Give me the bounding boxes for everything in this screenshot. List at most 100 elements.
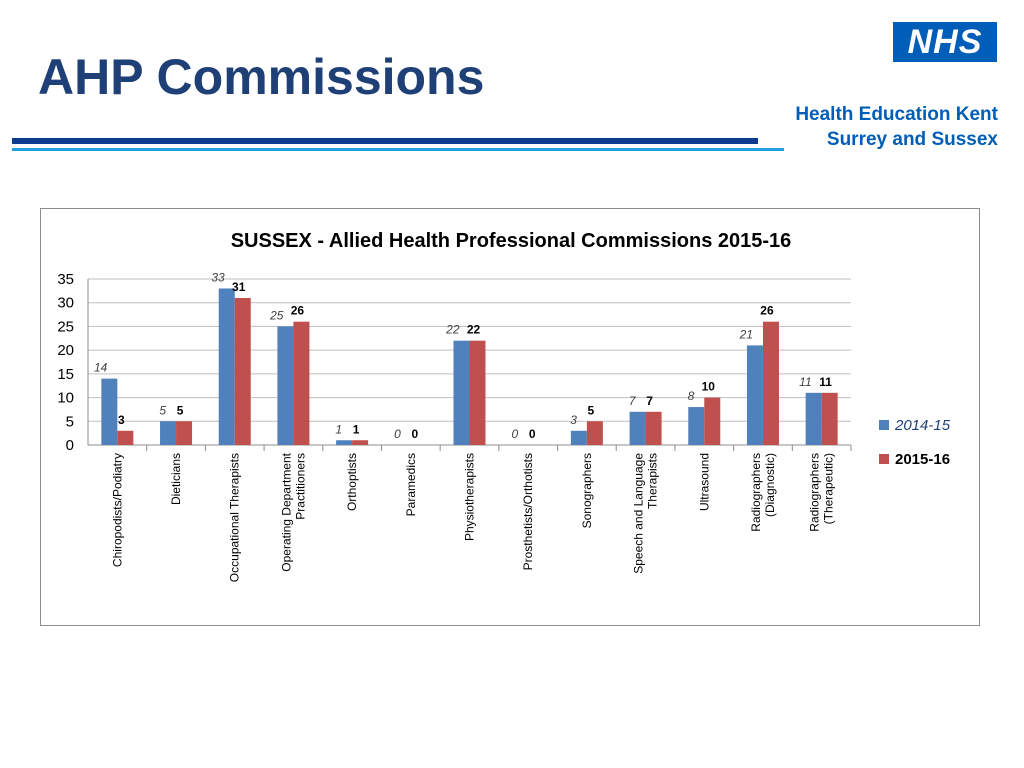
data-label-2014-15: 1 [335,422,342,436]
data-label-2015-16: 5 [177,403,184,417]
bar-2015-16 [586,421,603,445]
category-label-line: Therapists [646,453,660,509]
category-label: Paramedics [404,453,418,516]
legend-item-2014: 2014-15 [879,415,950,435]
data-label-2015-16: 5 [588,403,595,417]
category-label: Dieticians [169,453,183,505]
y-tick-label: 0 [66,437,74,454]
y-tick-label: 35 [57,271,74,288]
title-underline-dark [12,138,758,144]
category-label-line: Practitioners [293,453,307,520]
bar-chart: SUSSEX - Allied Health Professional Comm… [57,230,852,582]
y-tick-label: 25 [57,318,74,335]
y-tick-label: 15 [57,366,74,383]
data-label-2015-16: 22 [467,323,481,337]
category-label: Chiropodists/Podiatry [110,453,124,567]
category-label: Speech and Language Therapists [632,453,660,574]
legend-label-2015: 2015-16 [895,450,951,468]
bar-2015-16 [762,321,779,445]
y-tick-label: 20 [57,342,74,359]
category-label: Radiographers (Therapeutic) [808,453,836,532]
data-label-2014-15: 21 [739,327,753,341]
data-label-2014-15: 7 [629,394,637,408]
title-underline-light [12,148,784,151]
data-label-2015-16: 10 [702,380,716,394]
bar-2014-15 [805,392,822,445]
data-label-2015-16: 7 [646,394,653,408]
nhs-logo: NHS [893,22,997,62]
bar-2014-15 [277,326,294,445]
bar-2014-15 [629,411,646,445]
category-label-line: Paramedics [404,453,418,516]
bar-2015-16 [469,340,486,445]
data-label-2015-16: 3 [118,413,125,427]
data-label-2014-15: 25 [269,308,284,322]
data-label-2014-15: 11 [799,375,811,389]
category-label-line: Radiographers [749,453,763,532]
category-label-line: Radiographers [808,453,822,532]
category-label-line: Prosthetists/Orthotists [521,453,535,570]
data-label-2014-15: 14 [94,361,108,375]
bar-2014-15 [453,340,470,445]
bar-2015-16 [821,392,838,445]
data-label-2014-15: 0 [512,427,519,441]
page-title: AHP Commissions [38,49,485,105]
bar-2015-16 [704,397,721,445]
legend-label-2014: 2014-15 [895,416,951,434]
category-label: Radiographers (Diagnostic) [749,453,777,532]
legend-swatch-2014 [879,420,889,430]
organisation-name: Health Education Kent Surrey and Sussex [795,102,998,152]
y-tick-label: 30 [57,295,74,312]
legend-item-2015: 2015-16 [879,449,950,469]
chart-frame: SUSSEX - Allied Health Professional Comm… [40,208,980,626]
data-label-2014-15: 5 [159,403,166,417]
data-label-2014-15: 0 [394,427,401,441]
category-label-line: Dieticians [169,453,183,505]
data-label-2015-16: 26 [760,304,774,318]
nhs-logo-text: NHS [907,22,983,61]
bar-2015-16 [234,297,251,445]
category-label-line: (Therapeutic) [822,453,836,524]
category-label: Orthoptists [345,453,359,511]
bar-2014-15 [570,430,587,445]
category-label-line: Orthoptists [345,453,359,511]
bar-2015-16 [117,430,134,445]
category-label-line: Speech and Language [632,453,646,574]
bar-2014-15 [336,440,353,445]
data-label-2014-15: 3 [570,413,577,427]
bar-2014-15 [746,345,763,445]
category-label-line: Sonographers [580,453,594,528]
data-label-2014-15: 8 [688,389,695,403]
category-label: Prosthetists/Orthotists [521,453,535,570]
legend-swatch-2015 [879,454,889,464]
category-label: Operating Department Practitioners [279,452,307,571]
bar-2015-16 [645,411,662,445]
org-line-1: Health Education Kent [795,104,998,125]
data-label-2015-16: 0 [411,427,418,441]
data-label-2014-15: 33 [211,270,225,284]
y-tick-label: 5 [66,413,74,430]
category-label-line: (Diagnostic) [763,453,777,517]
category-label-line: Ultrasound [697,453,711,511]
chart-legend: 2014-15 2015-16 [879,415,950,483]
bar-2014-15 [218,288,235,445]
chart-title: SUSSEX - Allied Health Professional Comm… [231,230,792,252]
data-label-2015-16: 0 [529,427,536,441]
category-label: Sonographers [580,453,594,528]
data-label-2015-16: 31 [232,280,246,294]
category-label: Physiotherapists [463,453,477,541]
category-label-line: Operating Department [279,452,293,571]
org-line-2: Surrey and Sussex [826,129,998,150]
category-label: Occupational Therapists [228,453,242,582]
bar-2014-15 [688,407,705,445]
data-label-2015-16: 26 [291,304,305,318]
bar-2015-16 [352,440,369,445]
category-label-line: Chiropodists/Podiatry [110,453,124,567]
category-label-line: Occupational Therapists [228,453,242,582]
data-label-2014-15: 22 [445,323,460,337]
bar-2014-15 [160,421,177,445]
bar-2015-16 [176,421,193,445]
data-label-2015-16: 11 [819,375,832,389]
category-label-line: Physiotherapists [463,453,477,541]
data-label-2015-16: 1 [353,422,360,436]
